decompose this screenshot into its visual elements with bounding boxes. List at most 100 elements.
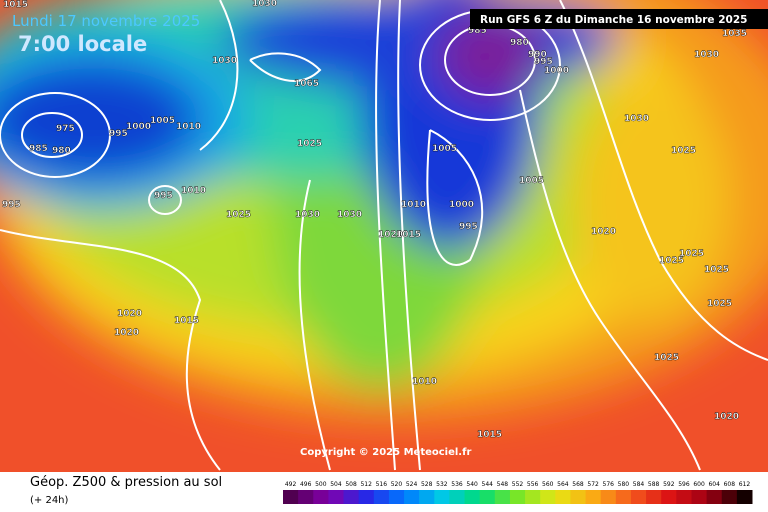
legend-label: 596	[678, 481, 690, 488]
legend-swatch	[343, 490, 360, 504]
isobar-label: 1010	[176, 122, 201, 132]
isobar-label: 1005	[432, 144, 457, 154]
isobar-label: 995	[459, 222, 478, 232]
legend-swatch	[404, 490, 420, 504]
legend-swatch	[464, 490, 481, 504]
run-label: Run GFS 6 Z du Dimanche 16 novembre 2025	[480, 14, 747, 26]
isobar-label: 1020	[114, 328, 139, 338]
isobar-label: 1030	[212, 56, 237, 66]
isobar-label: 1005	[150, 116, 175, 126]
legend-swatch	[540, 490, 556, 504]
legend-label: 576	[603, 481, 615, 488]
forecast-date: Lundi 17 novembre 2025	[12, 12, 200, 30]
legend-label: 588	[648, 481, 660, 488]
isobar-label: 1025	[679, 249, 704, 259]
isobar-label: 985	[29, 144, 48, 154]
legend-label: 580	[618, 481, 630, 488]
map-background	[0, 0, 768, 472]
legend-swatch	[358, 490, 375, 504]
legend-label: 492	[285, 481, 297, 488]
isobar-label: 1030	[694, 50, 719, 60]
legend-swatch	[419, 490, 435, 504]
legend-swatch	[373, 490, 390, 504]
legend-label: 604	[708, 481, 720, 488]
isobar-label: 995	[2, 200, 21, 210]
legend-swatch	[691, 490, 708, 504]
isobar-label: 1000	[126, 122, 151, 132]
isobar-label: 1010	[412, 377, 437, 387]
legend-label: 536	[451, 481, 463, 488]
legend-label: 600	[693, 481, 705, 488]
legend-swatch	[736, 490, 753, 504]
legend-swatch	[646, 490, 662, 504]
isobar-label: 1030	[624, 114, 649, 124]
isobar-label: 1025	[654, 353, 679, 363]
legend-label: 504	[330, 481, 342, 488]
legend-label: 520	[391, 481, 403, 488]
isobar-label: 1000	[544, 66, 569, 76]
isobar-label: 1015	[3, 0, 28, 10]
isobar-label: 1015	[477, 430, 502, 440]
legend-swatch	[525, 490, 541, 504]
isobar-label: 985	[468, 26, 487, 36]
isobar-label: 980	[510, 38, 529, 48]
isobar-label: 1005	[519, 176, 544, 186]
isobar-label: 1030	[295, 210, 320, 220]
isobar-label: 1000	[449, 200, 474, 210]
legend-swatch	[600, 490, 617, 504]
lead-time: (+ 24h)	[30, 495, 69, 506]
isobar-label: 1010	[401, 200, 426, 210]
isobar-label: 995	[534, 57, 553, 67]
legend-swatch	[328, 490, 345, 504]
isobar-labels: 1015 103010359859809909951000103010301065…	[2, 0, 747, 440]
isobar-label: 990	[528, 50, 547, 60]
legend-swatch	[706, 490, 723, 504]
legend-label: 516	[376, 481, 388, 488]
legend-label: 508	[345, 481, 357, 488]
legend: 492 496 500 504 508 512 516 520 524 528 532 536 540 5…	[283, 481, 753, 504]
isobar-label: 980	[52, 146, 71, 156]
isobar-label: 1010	[181, 186, 206, 196]
legend-swatch	[298, 490, 314, 504]
isobar-label: 1025	[707, 299, 732, 309]
legend-label: 608	[724, 481, 736, 488]
legend-label: 528	[421, 481, 433, 488]
isobar-label: 1025	[671, 146, 696, 156]
isobar-label: 1030	[252, 0, 277, 9]
legend-swatch	[434, 490, 450, 504]
legend-label: 500	[315, 481, 327, 488]
legend-swatch	[449, 490, 466, 504]
legend-label: 496	[300, 481, 312, 488]
isobar-label: 1020	[714, 412, 739, 422]
legend-label: 532	[436, 481, 448, 488]
legend-swatch	[388, 490, 405, 504]
isobar-label: 1025	[226, 210, 251, 220]
isobar-label: 995	[109, 129, 128, 139]
isobar-label: 995	[154, 191, 173, 201]
isobar-label: 1025	[659, 256, 684, 266]
legend-label: 592	[663, 481, 675, 488]
isobar-label: 1020	[591, 227, 616, 237]
isobar-label: 975	[56, 124, 75, 134]
legend-label: 552	[512, 481, 524, 488]
legend-label: 584	[633, 481, 645, 488]
legend-label: 556	[527, 481, 539, 488]
isobar-label: 1065	[294, 79, 319, 89]
forecast-time: 7:00 locale	[18, 32, 147, 56]
legend-swatch	[479, 490, 496, 504]
legend-label: 524	[406, 481, 418, 488]
caption: Géop. Z500 & pression au sol	[30, 475, 222, 490]
isobar-label: 1025	[297, 139, 322, 149]
legend-swatch	[494, 490, 511, 504]
isobar-label: 1020	[378, 230, 403, 240]
legend-label: 568	[572, 481, 584, 488]
isobar-label: 1035	[722, 29, 747, 39]
isobar-label: 1020	[117, 309, 142, 319]
legend-label: 548	[497, 481, 509, 488]
legend-swatch	[630, 490, 647, 504]
legend-swatch	[283, 490, 299, 504]
isobar-label: 1015	[174, 316, 199, 326]
copyright: Copyright © 2025 Meteociel.fr	[300, 447, 471, 458]
run-box	[470, 9, 768, 29]
legend-label: 512	[360, 481, 372, 488]
